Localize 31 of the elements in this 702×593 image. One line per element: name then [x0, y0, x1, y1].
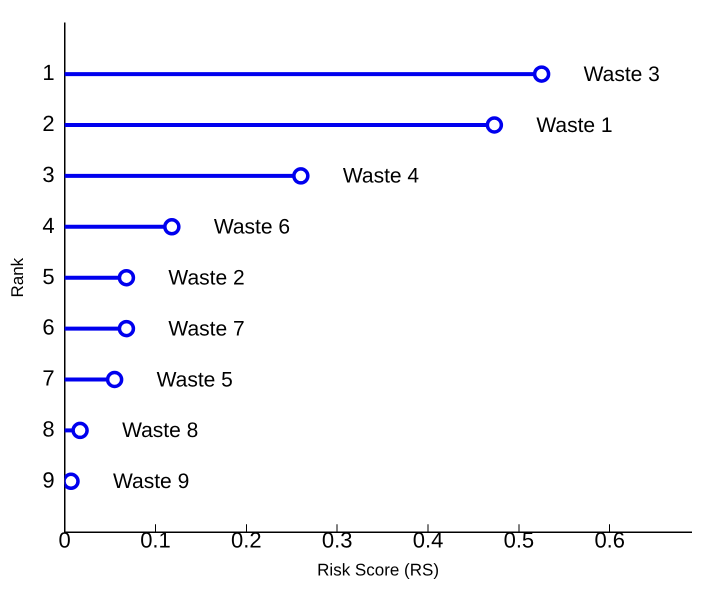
annotation: Waste 9 [112, 470, 190, 494]
y-tick-label: 6 [42, 314, 55, 340]
annotation: Waste 6 [214, 216, 290, 239]
point [486, 116, 504, 134]
point [71, 422, 89, 440]
y-tick-label: 1 [42, 60, 55, 86]
y-tick-label: 5 [42, 264, 55, 289]
annotation: Waste 8 [122, 419, 198, 442]
x-tick-label: 0.4 [412, 527, 444, 552]
x-tick-label: 0 [58, 527, 71, 552]
x-tick-label: 0.1 [140, 527, 171, 552]
y-tick-label: 3 [42, 162, 55, 187]
point [118, 268, 136, 286]
annotation: Waste 3 [584, 62, 660, 86]
y-tick-label: 4 [42, 212, 55, 238]
annotation: Waste 7 [168, 317, 245, 340]
annotation: Waste 1 [536, 114, 613, 137]
x-axis-title: Risk Score (RS) [317, 560, 439, 580]
y-tick-label: 9 [42, 467, 55, 492]
annotation: Waste 2 [168, 266, 245, 290]
annotation: Waste 5 [156, 368, 233, 392]
y-tick-label: 2 [42, 111, 55, 136]
point [163, 218, 181, 236]
point [118, 320, 136, 338]
point [106, 370, 124, 388]
annotation: Waste 4 [342, 164, 420, 188]
point [532, 65, 550, 83]
y-tick-label: 8 [42, 416, 55, 442]
y-tick-label: 7 [42, 366, 55, 391]
y-axis-title: Rank [8, 257, 27, 298]
point [292, 167, 310, 185]
